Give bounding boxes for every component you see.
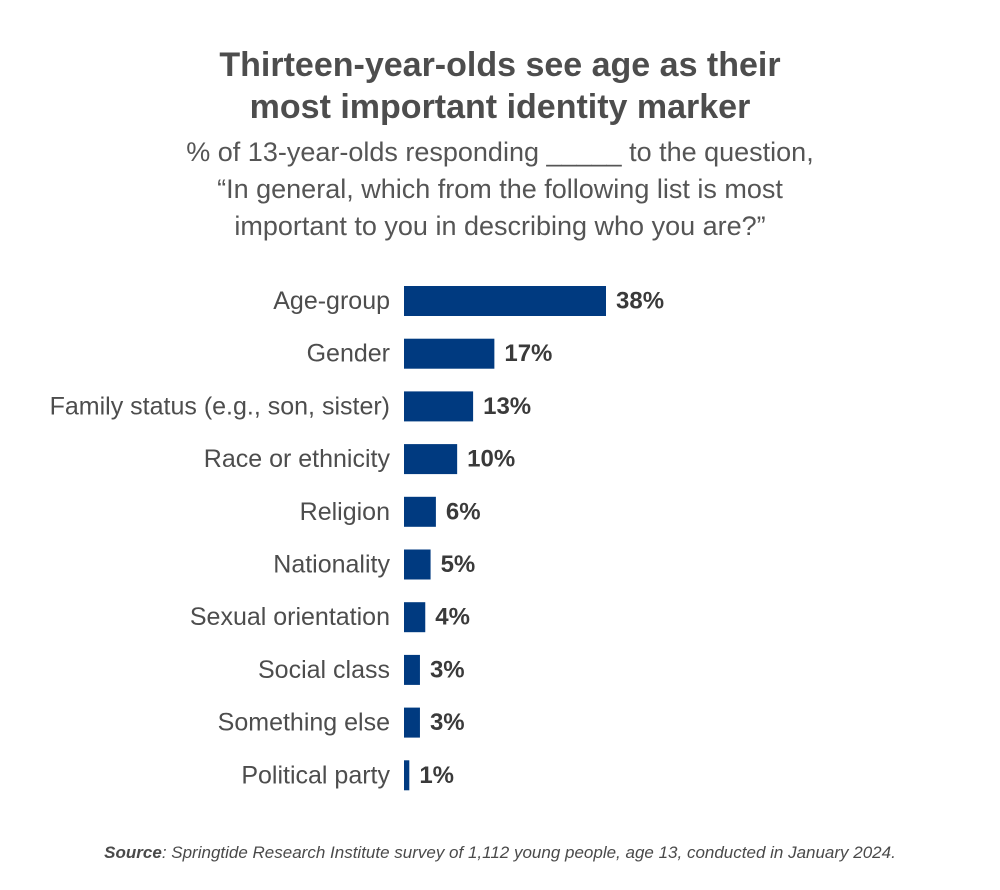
chart-subtitle-line-1: % of 13-year-olds responding _____ to th…: [186, 137, 814, 167]
category-label: Gender: [307, 340, 390, 368]
bar: [404, 286, 606, 316]
value-label: 10%: [467, 446, 515, 473]
category-label: Something else: [218, 709, 390, 737]
bar: [404, 496, 436, 527]
bar: [404, 760, 410, 791]
value-label: 4%: [435, 604, 470, 631]
category-label: Political party: [241, 761, 390, 789]
category-label: Race or ethnicity: [204, 445, 391, 473]
bar: [404, 338, 495, 369]
bar: [404, 602, 426, 633]
source-label: Source: [104, 843, 162, 862]
value-label: 3%: [430, 656, 465, 683]
value-label: 3%: [430, 709, 465, 736]
value-label: 6%: [446, 498, 481, 525]
category-label: Sexual orientation: [190, 603, 390, 631]
chart-subtitle-line-3: important to you in describing who you a…: [234, 211, 766, 241]
category-label: Family status (e.g., son, sister): [50, 392, 390, 420]
chart-subtitle-line-2: “In general, which from the following li…: [217, 174, 783, 204]
bar: [404, 549, 431, 580]
value-label: 17%: [504, 340, 552, 367]
category-label: Religion: [300, 498, 390, 526]
value-label: 13%: [483, 393, 531, 420]
chart-title: Thirteen-year-olds see age as their most…: [0, 44, 1000, 128]
chart-subtitle: % of 13-year-olds responding _____ to th…: [0, 134, 1000, 245]
value-label: 38%: [616, 288, 664, 315]
bar: [404, 444, 458, 475]
category-label: Nationality: [273, 551, 390, 579]
bar: [404, 707, 420, 738]
value-label: 5%: [441, 551, 476, 578]
bar: [404, 391, 474, 422]
category-label: Social class: [258, 656, 390, 684]
bar-chart: Age-group 38% Gender 17% Family status (e.g.…: [50, 286, 664, 791]
chart-title-line-1: Thirteen-year-olds see age as their: [219, 46, 781, 84]
value-label: 1%: [419, 762, 454, 789]
bar: [404, 654, 420, 685]
source-note: Source: Springtide Research Institute su…: [0, 843, 1000, 863]
source-text: : Springtide Research Institute survey o…: [161, 843, 896, 862]
category-label: Age-group: [273, 287, 390, 315]
chart-title-line-2: most important identity marker: [249, 88, 751, 126]
